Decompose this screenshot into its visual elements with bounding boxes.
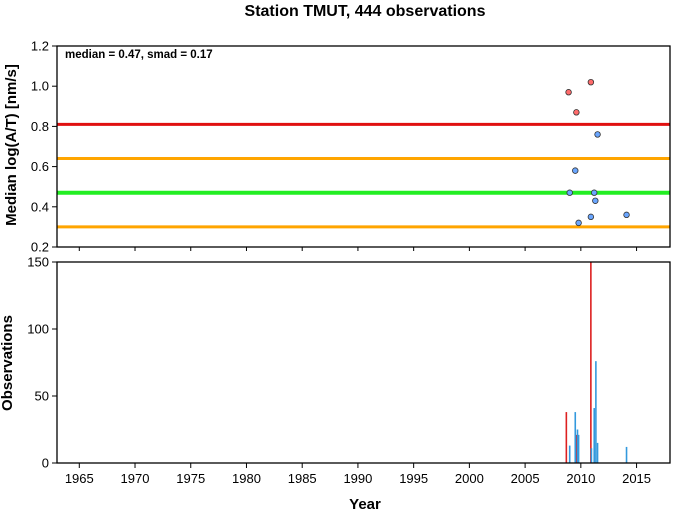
observations-panel: 0 50 100 150 1965 1970 1975 1980 1985 1990 1995 20… — [0, 255, 671, 511]
data-point — [591, 189, 598, 196]
median-panel: 0.2 0.4 0.6 0.8 1.0 1.2 median = 0.47, smad =… — [3, 39, 671, 255]
x-axis-label: Year — [349, 496, 381, 511]
data-point — [572, 167, 579, 174]
y-tick-label: 50 — [35, 389, 49, 404]
x-tick-label: 1985 — [288, 471, 317, 486]
observations-panel-frame — [56, 261, 671, 464]
y-tick-label: 150 — [27, 255, 49, 270]
observation-bars — [565, 262, 628, 463]
data-point — [623, 211, 630, 219]
chart-title: Station TMUT, 444 observations — [245, 3, 486, 20]
stats-annotation: median = 0.47, smad = 0.17 — [65, 49, 213, 61]
observations-y-axis-label: Observations — [0, 315, 16, 411]
data-point — [587, 213, 595, 221]
x-tick-label: 2010 — [566, 471, 595, 486]
x-tick-label: 2015 — [622, 471, 651, 486]
median-y-ticks: 0.2 0.4 0.6 0.8 1.0 1.2 — [31, 39, 57, 255]
x-tick-label: 1980 — [232, 471, 261, 486]
x-tick-label: 1975 — [176, 471, 205, 486]
y-tick-label: 0.6 — [31, 159, 49, 174]
median-x-tick-marks — [78, 247, 638, 251]
data-point — [592, 197, 599, 204]
x-tick-label: 1970 — [121, 471, 150, 486]
x-tick-label: 1990 — [343, 471, 372, 486]
data-point — [594, 131, 601, 138]
median-panel-frame — [56, 45, 671, 248]
median-y-axis-label: Median log(A/T) [nm/s] — [3, 64, 20, 226]
data-point — [573, 109, 580, 116]
data-point — [587, 78, 595, 86]
x-tick-label: 2005 — [511, 471, 540, 486]
y-tick-label: 0 — [42, 456, 49, 471]
y-tick-label: 1.0 — [31, 79, 49, 94]
year-x-ticks: 1965 1970 1975 1980 1985 1990 1995 2000 2005 2010… — [65, 463, 651, 486]
y-tick-label: 0.8 — [31, 119, 49, 134]
data-point — [565, 89, 572, 96]
data-point — [566, 189, 573, 196]
y-tick-label: 0.2 — [31, 240, 49, 255]
x-tick-label: 1995 — [399, 471, 428, 486]
x-tick-label: 1965 — [65, 471, 94, 486]
median-points — [565, 78, 630, 227]
data-point — [575, 219, 582, 227]
y-tick-label: 100 — [27, 322, 49, 337]
y-tick-label: 0.4 — [31, 199, 49, 214]
observations-y-ticks: 0 50 100 150 — [27, 255, 57, 471]
x-tick-label: 2000 — [455, 471, 484, 486]
y-tick-label: 1.2 — [31, 39, 49, 54]
reference-lines — [57, 122, 670, 229]
